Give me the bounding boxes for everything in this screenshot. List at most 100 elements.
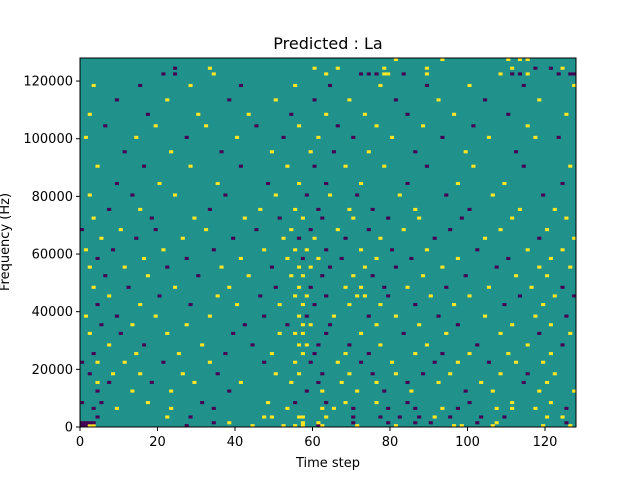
plot-area (79, 57, 577, 428)
heatmap-cell (80, 360, 85, 364)
x-tick-label: 20 (149, 435, 166, 450)
heatmap-cell (355, 424, 360, 428)
heatmap-cell (374, 323, 379, 327)
heatmap-cell (308, 265, 313, 269)
heatmap-cell (517, 72, 522, 76)
heatmap-cell (235, 303, 240, 307)
heatmap-cell (552, 294, 557, 298)
heatmap-cell (269, 352, 274, 356)
heatmap-cell (297, 372, 302, 376)
heatmap-cell (548, 256, 553, 260)
heatmap-cell (269, 265, 274, 269)
heatmap-cell (297, 265, 302, 269)
heatmap-cell (238, 164, 243, 168)
y-tick-label: 120000 (23, 75, 73, 90)
x-tick-label: 40 (227, 435, 244, 450)
heatmap-cell (300, 415, 305, 419)
heatmap-cell (312, 352, 317, 356)
heatmap-cell (297, 181, 302, 186)
heatmap-cell (304, 248, 309, 252)
heatmap-cell (297, 314, 302, 318)
heatmap-cell (219, 265, 224, 269)
y-tick-label: 100000 (23, 132, 73, 147)
heatmap-cell (479, 380, 484, 384)
heatmap-cell (502, 303, 507, 307)
heatmap-cell (506, 112, 511, 116)
heatmap-cell (192, 216, 197, 220)
heatmap-cell (122, 360, 127, 364)
heatmap-cell (130, 389, 135, 393)
heatmap-cell (564, 216, 569, 220)
heatmap-cell (347, 372, 352, 376)
heatmap-cell (525, 248, 530, 252)
heatmap-cell (238, 256, 243, 260)
heatmap-cell (386, 72, 391, 76)
heatmap-cell (390, 135, 395, 139)
heatmap-cell (196, 274, 201, 278)
heatmap-cell (541, 424, 546, 428)
heatmap-cell (436, 98, 441, 102)
heatmap-cell (161, 360, 166, 364)
heatmap-cell (545, 228, 550, 232)
plot-background (80, 58, 576, 427)
heatmap-cell (440, 265, 445, 269)
y-tick-label: 40000 (32, 305, 73, 320)
heatmap-cell (192, 380, 197, 384)
plot-frame (79, 57, 577, 428)
heatmap-cell (188, 415, 193, 419)
y-tick-label: 20000 (32, 363, 73, 378)
heatmap-cell (269, 415, 274, 419)
heatmap-cell (366, 150, 371, 154)
heatmap-cell (498, 331, 503, 335)
heatmap-cell (107, 380, 112, 384)
heatmap-cell (548, 352, 553, 356)
heatmap-cell (366, 314, 371, 318)
heatmap-cell (289, 380, 294, 384)
heatmap-cell (444, 193, 449, 197)
heatmap-cell (552, 372, 557, 376)
heatmap-cell (227, 421, 232, 425)
heatmap-cell (486, 360, 491, 364)
heatmap-cell (514, 360, 519, 364)
heatmap-cell (235, 135, 240, 139)
heatmap-cell (475, 421, 480, 425)
heatmap-cell (486, 135, 491, 139)
heatmap-cell (300, 303, 305, 307)
heatmap-cell (564, 406, 569, 410)
heatmap-cell (204, 124, 209, 128)
heatmap-cell (506, 58, 511, 62)
heatmap-cell (401, 331, 406, 335)
heatmap-cell (355, 294, 360, 298)
heatmap-cell (343, 352, 348, 356)
heatmap-cell (312, 303, 317, 307)
heatmap-cell (285, 164, 290, 168)
heatmap-cell (355, 389, 360, 393)
heatmap-cell (424, 343, 429, 347)
heatmap-cell (126, 285, 131, 289)
heatmap-cell (366, 352, 371, 356)
heatmap-cell (560, 415, 565, 419)
heatmap-cell (300, 331, 305, 335)
heatmap-cell (564, 314, 569, 318)
heatmap-cell (231, 236, 236, 240)
heatmap-cell (366, 72, 371, 76)
heatmap-cell (405, 380, 410, 384)
heatmap-cell (343, 236, 348, 240)
heatmap-cell (370, 274, 375, 278)
heatmap-cell (537, 265, 542, 269)
heatmap-cell (393, 98, 398, 102)
heatmap-cell (312, 66, 317, 70)
heatmap-cell (273, 372, 278, 376)
heatmap-cell (293, 248, 298, 252)
heatmap-cell (413, 207, 418, 211)
x-tick-label: 60 (304, 435, 321, 450)
heatmap-cell (289, 228, 294, 232)
heatmap-cell (548, 66, 553, 70)
heatmap-cell (304, 314, 309, 318)
heatmap-cell (111, 372, 116, 376)
heatmap-cell (173, 285, 178, 289)
heatmap-cell (200, 343, 205, 347)
heatmap-cell (300, 424, 305, 428)
heatmap-cell (138, 83, 143, 88)
heatmap-cell (95, 415, 100, 419)
